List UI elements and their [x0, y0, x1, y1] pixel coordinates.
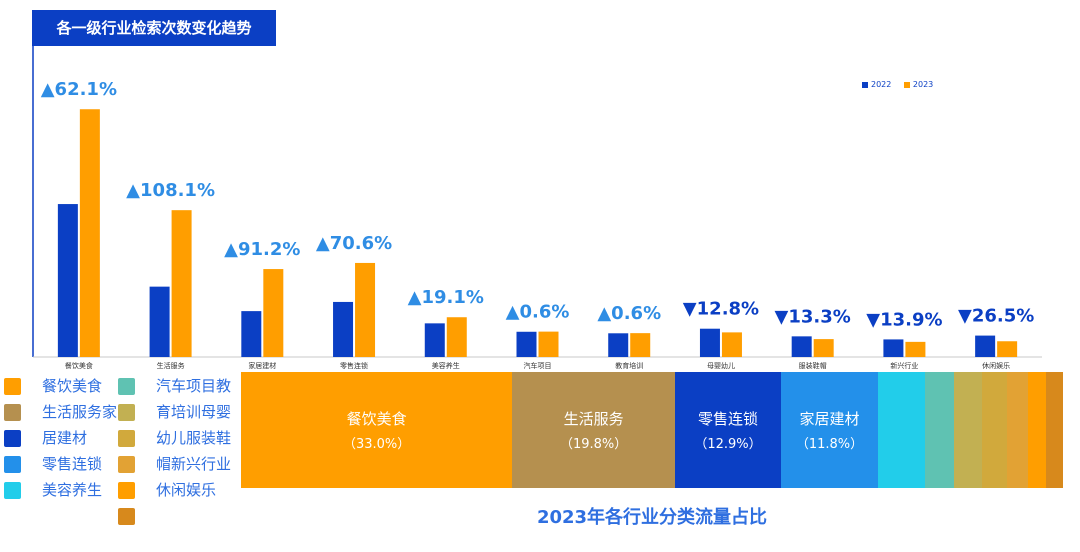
share-segment	[982, 372, 1008, 488]
x-tick-label: 家居建材	[248, 361, 276, 370]
legend-swatch	[118, 456, 135, 473]
x-tick-label: 零售连锁	[340, 361, 368, 370]
bar-2022	[608, 333, 629, 357]
x-tick-label: 汽车项目	[524, 361, 552, 370]
share-segment: 餐饮美食 （33.0%）	[241, 372, 513, 488]
legend-swatch	[118, 378, 135, 395]
share-segment	[1028, 372, 1046, 488]
bar-2022	[791, 336, 812, 357]
bar-2023	[263, 269, 284, 357]
change-label: ▲108.1%	[126, 180, 215, 201]
share-segment: 生活服务 （19.8%）	[512, 372, 675, 488]
legend-swatch	[118, 508, 135, 525]
segment-label: 餐饮美食	[346, 410, 407, 428]
segment-percent: （33.0%）	[342, 437, 411, 452]
segment-label: 家居建材	[799, 410, 860, 428]
legend-label: 2022	[871, 80, 892, 89]
x-tick-label: 教育培训	[615, 361, 643, 370]
chart-title: 各一级行业检索次数变化趋势	[32, 10, 276, 46]
bar-2022	[57, 204, 78, 357]
share-segment	[924, 372, 955, 488]
segment-label: 生活服务	[563, 410, 624, 428]
x-tick-label: 美容养生	[432, 361, 460, 370]
legend-label: 居建材	[42, 429, 88, 447]
share-bar: 餐饮美食 （33.0%） 生活服务 （19.8%） 零售连锁 （12.9%） 家居建材 （11…	[241, 372, 1063, 488]
legend-swatch	[4, 430, 21, 447]
share-segment	[1007, 372, 1029, 488]
bar-2022	[699, 328, 720, 357]
change-label: ▼13.9%	[866, 309, 942, 330]
segment-percent: （11.8%）	[795, 437, 864, 452]
x-tick-label: 服装鞋帽	[799, 361, 827, 370]
bar-2022	[149, 286, 170, 357]
legend-label: 2023	[912, 80, 934, 89]
legend-swatch	[118, 482, 135, 499]
segment-label: 零售连锁	[698, 410, 759, 428]
bar-2023	[171, 210, 192, 357]
legend-label: 休闲娱乐	[156, 481, 217, 499]
segment-percent: （19.8%）	[559, 437, 628, 452]
share-segment	[878, 372, 925, 488]
legend-swatch	[4, 456, 21, 473]
share-segment	[1045, 372, 1063, 488]
bar-2023	[538, 331, 559, 357]
legend-swatch	[4, 482, 21, 499]
legend-swatch	[118, 430, 135, 447]
share-chart-title: 2023年各行业分类流量占比	[536, 507, 768, 528]
legend-swatch	[4, 404, 21, 421]
legend-label: 幼儿服装鞋	[156, 429, 232, 447]
x-tick-label: 休闲娱乐	[982, 361, 1010, 370]
legend-label: 汽车项目教	[156, 377, 232, 395]
bar-2022	[333, 301, 354, 357]
bar-2022	[883, 339, 904, 357]
bar-chart: 餐饮美食 ▲62.1% 生活服务 ▲108.1% 家居建材 ▲91.2% 零售连锁 ▲70.6…	[32, 40, 1042, 370]
change-label: ▲0.6%	[597, 303, 661, 324]
x-tick-label: 新兴行业	[890, 361, 918, 370]
bar-2023	[630, 333, 651, 357]
legend-item-2023: 2023	[903, 80, 934, 89]
bar-2023	[997, 341, 1018, 357]
bar-2023	[446, 317, 467, 357]
change-label: ▼13.3%	[775, 306, 851, 327]
share-segment: 零售连锁 （12.9%）	[675, 372, 782, 488]
legend-label: 帽新兴行业	[156, 455, 232, 473]
bar-2022	[516, 331, 537, 357]
legend-swatch	[118, 404, 135, 421]
legend-label: 零售连锁	[42, 455, 103, 473]
share-segment	[954, 372, 983, 488]
legend-label: 美容养生	[42, 481, 103, 499]
change-label: ▲0.6%	[506, 302, 570, 323]
bar-2023	[355, 262, 376, 357]
change-label: ▼12.8%	[683, 299, 759, 320]
bar-2022	[975, 335, 996, 357]
bar-2022	[424, 323, 445, 357]
bar-2023	[721, 332, 742, 357]
bar-2023	[79, 109, 100, 357]
bar-2022	[241, 311, 262, 357]
change-label: ▼26.5%	[958, 306, 1034, 327]
share-segment: 家居建材 （11.8%）	[781, 372, 879, 488]
change-label: ▲91.2%	[224, 239, 300, 260]
change-label: ▲19.1%	[408, 287, 484, 308]
x-tick-label: 母婴幼儿	[707, 361, 735, 370]
bar-2023	[813, 339, 834, 357]
chart-legend: 2022 2023	[862, 80, 943, 89]
segment-percent: （12.9%）	[694, 437, 762, 452]
legend-label: 餐饮美食	[42, 377, 103, 395]
change-label: ▲62.1%	[41, 79, 117, 100]
legend-swatch	[4, 378, 21, 395]
bar-2023	[905, 341, 926, 357]
legend-label: 生活服务家	[42, 403, 118, 421]
x-tick-label: 生活服务	[157, 361, 185, 370]
legend-label: 育培训母婴	[156, 403, 232, 421]
legend-swatch	[903, 81, 910, 88]
change-label: ▲70.6%	[316, 233, 392, 254]
x-tick-label: 餐饮美食	[65, 361, 93, 370]
legend-swatch	[862, 81, 868, 88]
legend-item-2022: 2022	[862, 80, 891, 89]
